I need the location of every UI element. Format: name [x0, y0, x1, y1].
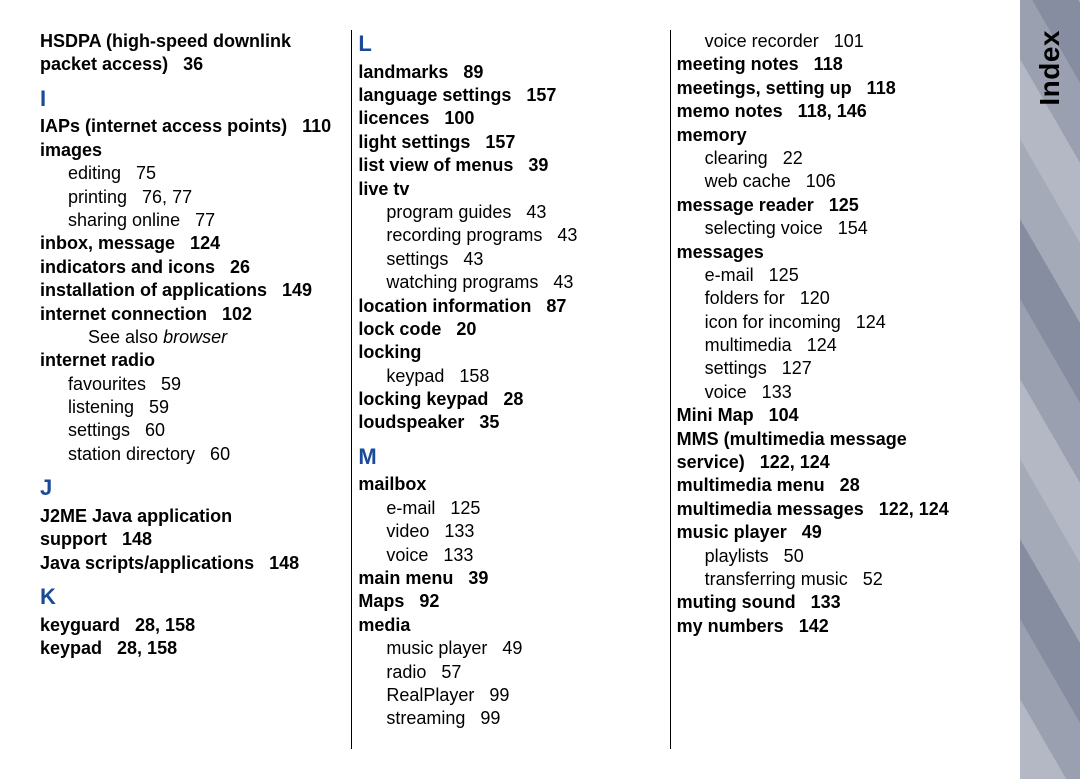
index-term: language settings 157	[358, 84, 663, 107]
index-term: inbox, message 124	[40, 232, 345, 255]
index-subentry: icon for incoming 124	[677, 311, 982, 334]
index-term: images	[40, 139, 345, 162]
index-subentry: keypad 158	[358, 365, 663, 388]
index-subentry: playlists 50	[677, 545, 982, 568]
index-term: internet radio	[40, 349, 345, 372]
index-subentry: web cache 106	[677, 170, 982, 193]
index-subentry: transferring music 52	[677, 568, 982, 591]
index-term: IAPs (internet access points) 110	[40, 115, 345, 138]
index-subentry: streaming 99	[358, 707, 663, 730]
index-subentry: watching programs 43	[358, 271, 663, 294]
index-subentry: RealPlayer 99	[358, 684, 663, 707]
index-subentry: folders for 120	[677, 287, 982, 310]
index-term: internet connection 102	[40, 303, 345, 326]
index-subentry: radio 57	[358, 661, 663, 684]
index-subentry: selecting voice 154	[677, 217, 982, 240]
index-column-3: voice recorder 101meeting notes 118meeti…	[677, 30, 982, 749]
index-subentry: voice recorder 101	[677, 30, 982, 53]
index-term: meetings, setting up 118	[677, 77, 982, 100]
index-term: installation of applications 149	[40, 279, 345, 302]
index-subentry: editing 75	[40, 162, 345, 185]
index-subentry: video 133	[358, 520, 663, 543]
index-subentry: printing 76, 77	[40, 186, 345, 209]
index-term: multimedia menu 28	[677, 474, 982, 497]
index-subentry: favourites 59	[40, 373, 345, 396]
index-subentry: listening 59	[40, 396, 345, 419]
index-subentry: e-mail 125	[358, 497, 663, 520]
index-subentry: recording programs 43	[358, 224, 663, 247]
index-term: list view of menus 39	[358, 154, 663, 177]
index-term: keyguard 28, 158	[40, 614, 345, 637]
index-column-2: Llandmarks 89language settings 157licenc…	[358, 30, 663, 749]
index-subentry: e-mail 125	[677, 264, 982, 287]
index-term: Maps 92	[358, 590, 663, 613]
index-subentry: clearing 22	[677, 147, 982, 170]
index-subentry: music player 49	[358, 637, 663, 660]
index-term: licences 100	[358, 107, 663, 130]
index-term: loudspeaker 35	[358, 411, 663, 434]
index-subentry: settings 127	[677, 357, 982, 380]
index-term: media	[358, 614, 663, 637]
index-subentry: sharing online 77	[40, 209, 345, 232]
index-letter: M	[358, 443, 663, 472]
column-divider	[351, 30, 352, 749]
index-crossref: See also browser	[40, 326, 345, 349]
thumb-tab-label: Index	[1034, 30, 1066, 106]
index-subentry: program guides 43	[358, 201, 663, 224]
index-term: lock code 20	[358, 318, 663, 341]
index-letter: I	[40, 85, 345, 114]
index-subentry: voice 133	[358, 544, 663, 567]
index-term: my numbers 142	[677, 615, 982, 638]
index-term: HSDPA (high-speed downlink packet access…	[40, 30, 345, 77]
index-term: memory	[677, 124, 982, 147]
index-letter: L	[358, 30, 663, 59]
index-term: live tv	[358, 178, 663, 201]
index-term: landmarks 89	[358, 61, 663, 84]
index-term: mailbox	[358, 473, 663, 496]
index-column-1: HSDPA (high-speed downlink packet access…	[40, 30, 345, 749]
index-letter: K	[40, 583, 345, 612]
index-term: light settings 157	[358, 131, 663, 154]
index-page: HSDPA (high-speed downlink packet access…	[0, 0, 1000, 779]
index-term: muting sound 133	[677, 591, 982, 614]
index-term: message reader 125	[677, 194, 982, 217]
index-term: messages	[677, 241, 982, 264]
thumb-tab: Index	[1020, 0, 1080, 779]
index-term: MMS (multimedia message service) 122, 12…	[677, 428, 982, 475]
index-term: Mini Map 104	[677, 404, 982, 427]
index-term: location information 87	[358, 295, 663, 318]
index-term: memo notes 118, 146	[677, 100, 982, 123]
index-term: locking keypad 28	[358, 388, 663, 411]
index-term: J2ME Java application support 148	[40, 505, 345, 552]
index-term: locking	[358, 341, 663, 364]
index-subentry: multimedia 124	[677, 334, 982, 357]
index-subentry: settings 60	[40, 419, 345, 442]
index-term: main menu 39	[358, 567, 663, 590]
index-term: Java scripts/applications 148	[40, 552, 345, 575]
index-term: music player 49	[677, 521, 982, 544]
index-columns: HSDPA (high-speed downlink packet access…	[40, 30, 982, 749]
index-term: meeting notes 118	[677, 53, 982, 76]
column-divider	[670, 30, 671, 749]
index-subentry: settings 43	[358, 248, 663, 271]
index-subentry: voice 133	[677, 381, 982, 404]
index-subentry: station directory 60	[40, 443, 345, 466]
index-term: indicators and icons 26	[40, 256, 345, 279]
index-term: multimedia messages 122, 124	[677, 498, 982, 521]
index-letter: J	[40, 474, 345, 503]
index-term: keypad 28, 158	[40, 637, 345, 660]
